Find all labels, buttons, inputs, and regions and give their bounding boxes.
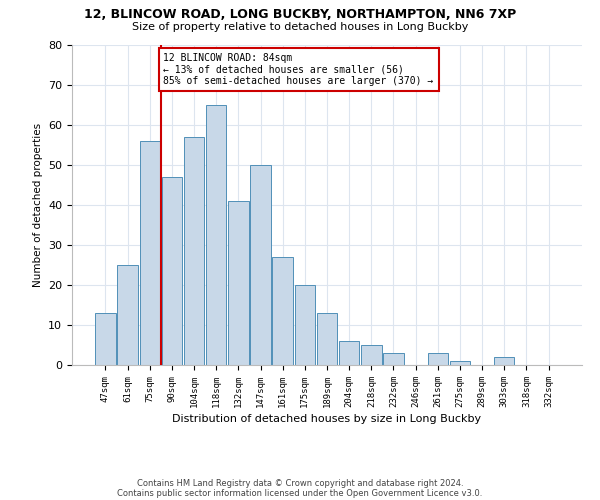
Bar: [140, 141, 160, 365]
X-axis label: Distribution of detached houses by size in Long Buckby: Distribution of detached houses by size …: [172, 414, 482, 424]
Text: Contains HM Land Registry data © Crown copyright and database right 2024.: Contains HM Land Registry data © Crown c…: [137, 478, 463, 488]
Bar: [383, 353, 404, 365]
Bar: [206, 105, 226, 365]
Bar: [450, 361, 470, 365]
Bar: [250, 165, 271, 365]
Text: 12 BLINCOW ROAD: 84sqm
← 13% of detached houses are smaller (56)
85% of semi-det: 12 BLINCOW ROAD: 84sqm ← 13% of detached…: [163, 53, 434, 86]
Bar: [494, 357, 514, 365]
Bar: [228, 201, 248, 365]
Bar: [339, 341, 359, 365]
Bar: [95, 313, 116, 365]
Bar: [118, 265, 138, 365]
Bar: [295, 285, 315, 365]
Bar: [272, 257, 293, 365]
Bar: [361, 345, 382, 365]
Bar: [184, 137, 204, 365]
Text: Size of property relative to detached houses in Long Buckby: Size of property relative to detached ho…: [132, 22, 468, 32]
Bar: [428, 353, 448, 365]
Text: Contains public sector information licensed under the Open Government Licence v3: Contains public sector information licen…: [118, 488, 482, 498]
Text: 12, BLINCOW ROAD, LONG BUCKBY, NORTHAMPTON, NN6 7XP: 12, BLINCOW ROAD, LONG BUCKBY, NORTHAMPT…: [84, 8, 516, 20]
Y-axis label: Number of detached properties: Number of detached properties: [32, 123, 43, 287]
Bar: [161, 177, 182, 365]
Bar: [317, 313, 337, 365]
